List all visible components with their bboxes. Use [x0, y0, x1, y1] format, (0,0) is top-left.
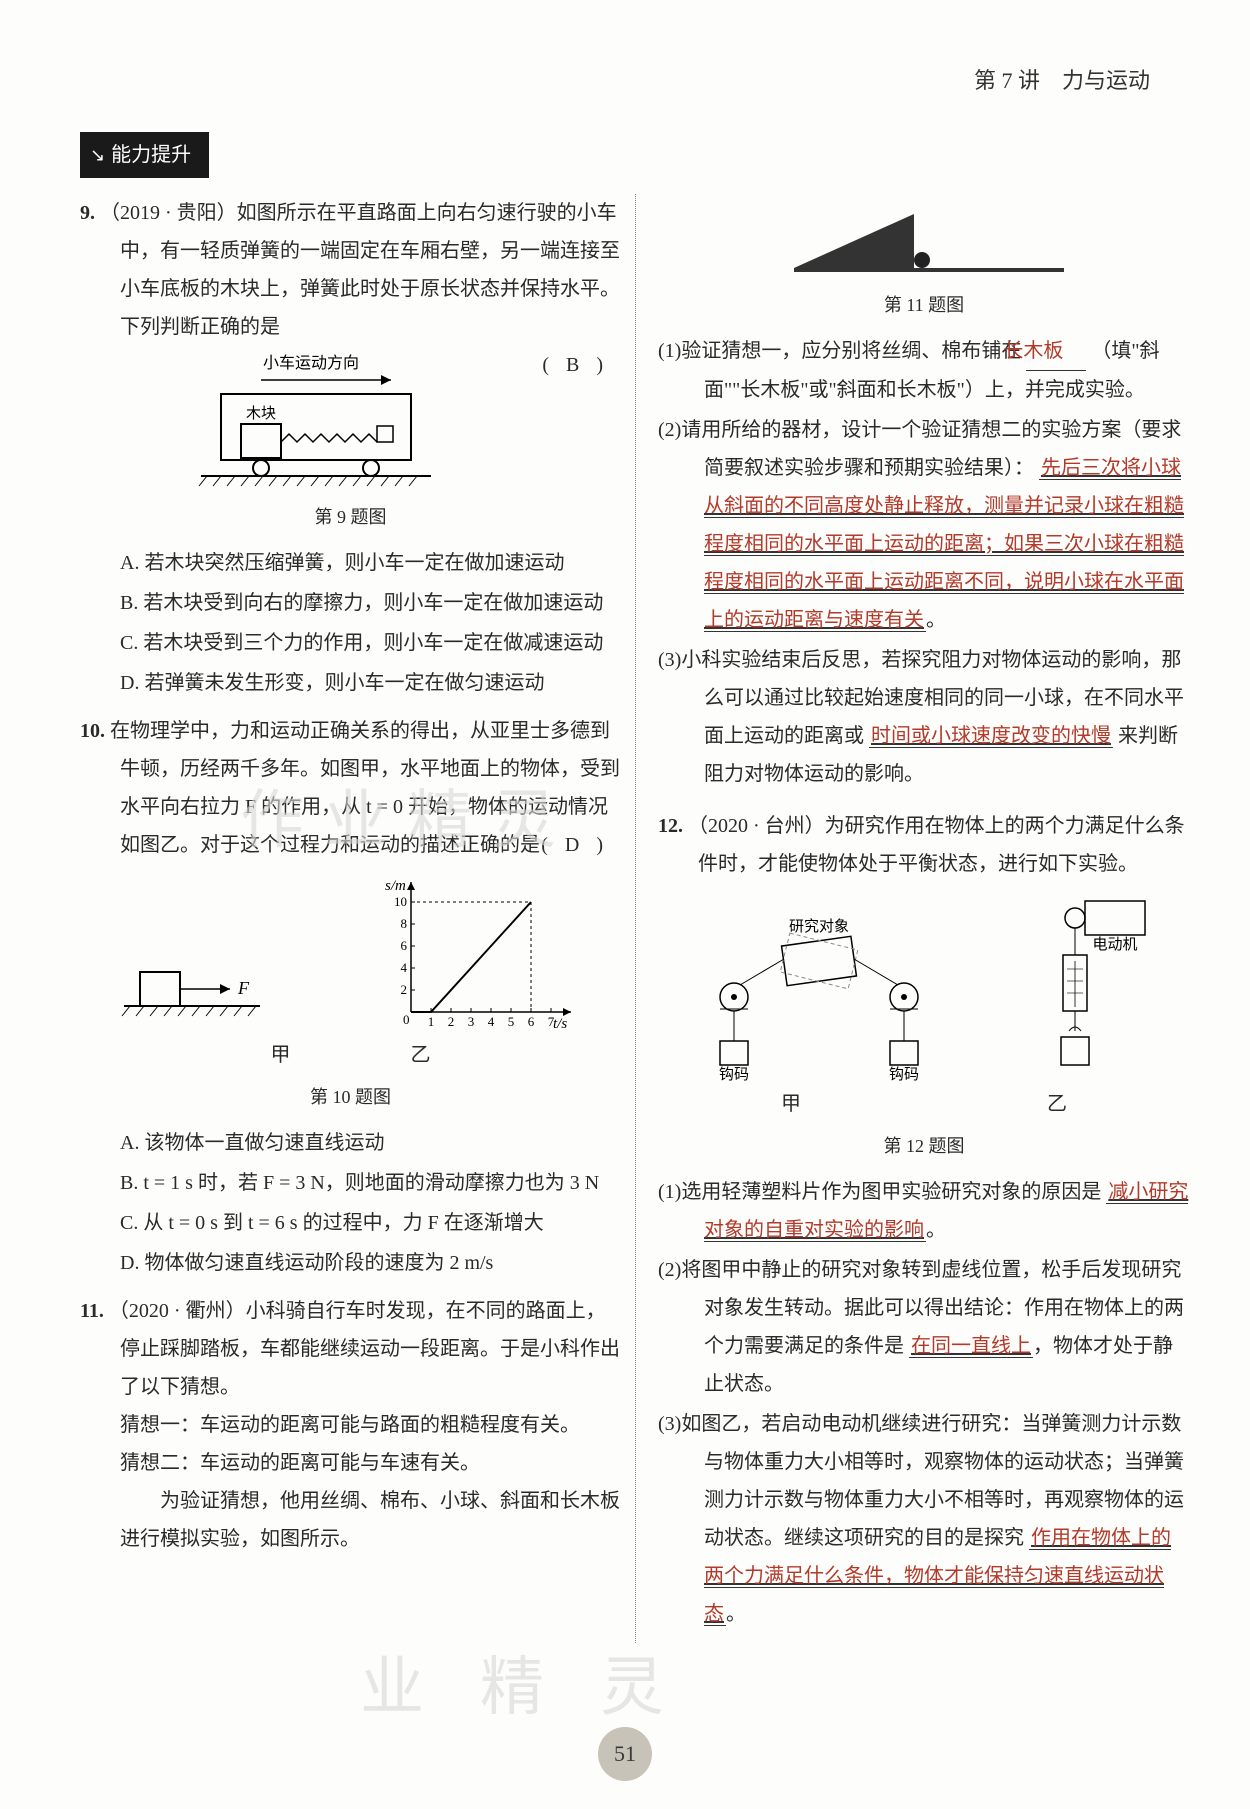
svg-text:钩码: 钩码: [718, 1066, 748, 1081]
question-11: 11. （2020 · 衢州）小科骑自行车时发现，在不同的路面上，停止踩脚踏板，…: [80, 1292, 621, 1558]
q12-sub3: (3)如图乙，若启动电动机继续进行研究：当弹簧测力计示数与物体重力大小相等时，观…: [658, 1405, 1190, 1633]
svg-text:6: 6: [400, 938, 407, 953]
q9-answer-paren: ( B ): [542, 346, 609, 384]
q9-opt-c: C. 若木块受到三个力的作用，则小车一定在做减速运动: [80, 624, 621, 662]
q10-opt-c: C. 从 t = 0 s 到 t = 6 s 的过程中，力 F 在逐渐增大: [80, 1204, 621, 1242]
q12-caption-b: 乙: [1047, 1085, 1067, 1123]
q12-sub3-end: 。: [726, 1603, 746, 1625]
question-12: 12. （2020 · 台州）为研究作用在物体上的两个力满足什么条件时，才能使物…: [658, 807, 1190, 1633]
q11-sub1: (1)验证猜想一，应分别将丝绸、棉布铺在 长木板 （填"斜面""长木板"或"斜面…: [658, 332, 1190, 409]
q9-fig-caption: 第 9 题图: [80, 500, 621, 534]
svg-text:7: 7: [548, 1014, 555, 1029]
q10-opt-b: B. t = 1 s 时，若 F = 3 N，则地面的滑动摩擦力也为 3 N: [80, 1164, 621, 1202]
svg-text:电动机: 电动机: [1092, 936, 1137, 953]
q10-opt-a: A. 该物体一直做匀速直线运动: [80, 1124, 621, 1162]
svg-text:钩码: 钩码: [888, 1066, 918, 1081]
q10-fig-b-chart: s/m t/s 0 123 4567 246 810: [381, 872, 581, 1032]
section-tag: 能力提升: [80, 132, 209, 178]
q9-fig-direction-label: 小车运动方向: [263, 354, 359, 372]
q9-source: （2019 · 贵阳）: [100, 202, 237, 224]
q10-caption-b: 乙: [411, 1036, 431, 1074]
q11-guess2: 猜想二：车运动的距离可能与车速有关。: [80, 1444, 621, 1482]
q10-caption-a: 甲: [271, 1036, 291, 1074]
right-column: 第 11 题图 (1)验证猜想一，应分别将丝绸、棉布铺在 长木板 （填"斜面""…: [635, 194, 1190, 1643]
q10-answer-paren: ( D ): [581, 826, 609, 864]
q11-sub2-answer: 先后三次将小球从斜面的不同高度处静止释放，测量并记录小球在粗糙程度相同的水平面上…: [704, 457, 1184, 632]
svg-text:t/s: t/s: [553, 1016, 567, 1032]
q12-fig-b: 电动机: [1015, 891, 1165, 1081]
question-9: 9. （2019 · 贵阳）如图所示在平直路面上向右匀速行驶的小车中，有一轻质弹…: [80, 194, 621, 702]
two-column-layout: 9. （2019 · 贵阳）如图所示在平直路面上向右匀速行驶的小车中，有一轻质弹…: [80, 194, 1190, 1643]
q12-figure: 研究对象 钩码 钩码: [658, 891, 1190, 1081]
svg-text:0: 0: [403, 1012, 410, 1027]
svg-text:4: 4: [488, 1014, 495, 1029]
q12-sub2-blank: 在同一直线上: [909, 1335, 1033, 1358]
q11-sub1-pre: (1)验证猜想一，应分别将丝绸、棉布铺在: [658, 340, 1021, 362]
q12-sub1-pre: (1)选用轻薄塑料片作为图甲实验研究对象的原因是: [658, 1181, 1101, 1203]
q11-fig-caption: 第 11 题图: [658, 288, 1190, 322]
chapter-title: 力与运动: [1062, 68, 1150, 93]
q10-fig-F-label: F: [237, 978, 250, 998]
q10-number: 10.: [80, 720, 105, 742]
q11-sub1-blank: 长木板: [1026, 332, 1086, 371]
svg-text:2: 2: [400, 982, 407, 997]
svg-text:s/m: s/m: [385, 878, 406, 894]
page: 第 7 讲 力与运动 能力提升 作业精灵 业 精 灵 9. （2019 · 贵阳…: [0, 0, 1250, 1809]
page-number: 51: [598, 1727, 652, 1781]
svg-text:8: 8: [400, 916, 407, 931]
page-header: 第 7 讲 力与运动: [80, 60, 1190, 102]
q9-answer: B: [566, 354, 585, 376]
q12-fig-caption: 第 12 题图: [658, 1129, 1190, 1163]
q11-sub3-blank: 时间或小球速度改变的快慢: [869, 725, 1113, 748]
q9-opt-b: B. 若木块受到向右的摩擦力，则小车一定在做加速运动: [80, 584, 621, 622]
chapter-label: 第 7 讲: [974, 68, 1040, 93]
svg-text:1: 1: [428, 1014, 435, 1029]
q10-fig-caption: 第 10 题图: [80, 1080, 621, 1114]
q9-fig-block-label: 木块: [246, 405, 276, 422]
q11-sub2-end: 。: [926, 609, 946, 631]
svg-text:6: 6: [528, 1014, 535, 1029]
question-10: 10. 在物理学中，力和运动正确关系的得出，从亚里士多德到牛顿，历经两千多年。如…: [80, 712, 621, 1282]
q12-sub1: (1)选用轻薄塑料片作为图甲实验研究对象的原因是 减小研究对象的自重对实验的影响…: [658, 1173, 1190, 1249]
q12-fig-a: 研究对象 钩码 钩码: [684, 911, 964, 1081]
svg-text:研究对象: 研究对象: [788, 918, 848, 935]
left-column: 9. （2019 · 贵阳）如图所示在平直路面上向右匀速行驶的小车中，有一轻质弹…: [80, 194, 635, 1643]
svg-text:3: 3: [468, 1014, 475, 1029]
q9-opt-d: D. 若弹簧未发生形变，则小车一定在做匀速运动: [80, 664, 621, 702]
svg-text:2: 2: [448, 1014, 455, 1029]
q11-guess1: 猜想一：车运动的距离可能与路面的粗糙程度有关。: [80, 1406, 621, 1444]
q12-number: 12.: [658, 815, 683, 837]
q10-fig-a: F: [120, 932, 270, 1032]
q11-figure: [658, 202, 1190, 282]
q9-number: 9.: [80, 202, 95, 224]
q10-figure: F: [80, 872, 621, 1032]
q10-opt-d: D. 物体做匀速直线运动阶段的速度为 2 m/s: [80, 1244, 621, 1282]
q9-opt-a: A. 若木块突然压缩弹簧，则小车一定在做加速运动: [80, 544, 621, 582]
q12-source: （2020 · 台州）: [688, 815, 825, 837]
q11-stem2: 为验证猜想，他用丝绸、棉布、小球、斜面和长木板进行模拟实验，如图所示。: [80, 1482, 621, 1558]
svg-text:4: 4: [400, 960, 407, 975]
q9-figure: 小车运动方向 木块: [80, 354, 621, 494]
svg-text:10: 10: [394, 894, 407, 909]
q11-sub3: (3)小科实验结束后反思，若探究阻力对物体运动的影响，那么可以通过比较起始速度相…: [658, 641, 1190, 793]
svg-text:5: 5: [508, 1014, 515, 1029]
q12-sub2: (2)将图甲中静止的研究对象转到虚线位置，松手后发现研究对象发生转动。据此可以得…: [658, 1251, 1190, 1403]
q12-caption-a: 甲: [781, 1085, 801, 1123]
q12-sub1-end: 。: [926, 1219, 946, 1241]
q11-number: 11.: [80, 1300, 104, 1322]
q11-source: （2020 · 衢州）: [109, 1300, 246, 1322]
q10-answer: D: [565, 834, 585, 856]
q11-sub2: (2)请用所给的器材，设计一个验证猜想二的实验方案（要求简要叙述实验步骤和预期实…: [658, 411, 1190, 639]
